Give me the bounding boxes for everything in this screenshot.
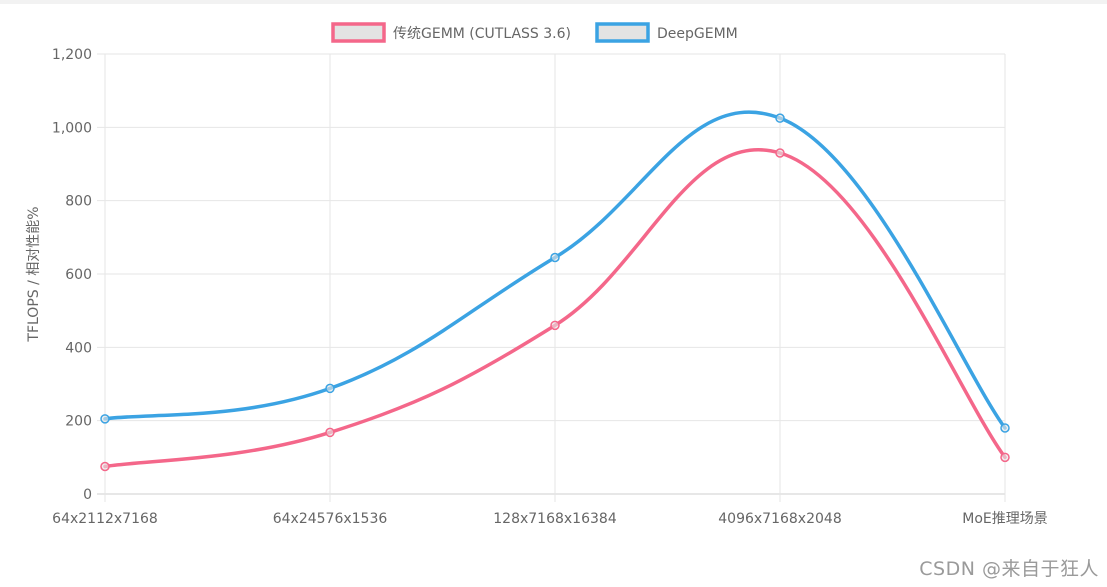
series-line xyxy=(103,148,1007,469)
x-tick-label: MoE推理场景 xyxy=(962,511,1048,527)
data-point xyxy=(550,252,560,263)
top-border xyxy=(0,0,1107,4)
y-tick-label: 1,000 xyxy=(52,120,92,136)
legend-swatch xyxy=(595,22,650,43)
x-tick-label: 64x24576x1536 xyxy=(273,511,388,527)
data-point xyxy=(100,461,110,472)
series-2 xyxy=(100,110,1010,433)
chart-series xyxy=(100,110,1010,472)
y-tick-label: 1,200 xyxy=(52,47,92,63)
data-point xyxy=(325,427,335,438)
series-line xyxy=(103,110,1007,430)
y-axis-label: TFLOPS / 相对性能% xyxy=(26,206,42,342)
legend-swatch xyxy=(331,22,386,43)
legend-label: 传统GEMM (CUTLASS 3.6) xyxy=(393,26,571,42)
y-tick-label: 600 xyxy=(65,267,92,283)
data-point xyxy=(1000,423,1010,433)
x-tick-label: 4096x7168x2048 xyxy=(718,511,841,527)
data-point xyxy=(100,414,110,424)
data-point xyxy=(775,113,785,123)
x-tick-label: 128x7168x16384 xyxy=(493,511,617,527)
legend-item-2: DeepGEMM xyxy=(595,22,738,43)
x-tick-label: 64x2112x7168 xyxy=(52,511,158,527)
data-point xyxy=(1000,452,1010,463)
legend-item-1: 传统GEMM (CUTLASS 3.6) xyxy=(331,22,571,43)
y-tick-label: 0 xyxy=(83,487,92,503)
x-axis-ticks: 64x2112x7168 64x24576x1536 128x7168x16384 4… xyxy=(52,511,1048,527)
data-point xyxy=(550,320,560,331)
y-tick-label: 800 xyxy=(65,194,92,210)
data-point xyxy=(775,148,785,158)
y-tick-label: 400 xyxy=(65,340,92,356)
watermark: CSDN @来自于狂人 xyxy=(919,558,1099,580)
y-axis-ticks: 0 200 400 600 800 1,000 1,200 xyxy=(52,47,92,503)
y-tick-label: 200 xyxy=(65,414,92,430)
data-point xyxy=(325,383,335,394)
chart-legend: 传统GEMM (CUTLASS 3.6) DeepGEMM xyxy=(331,22,738,43)
chart-grid xyxy=(97,53,1006,502)
legend-label: DeepGEMM xyxy=(657,26,738,42)
series-1 xyxy=(100,148,1010,472)
